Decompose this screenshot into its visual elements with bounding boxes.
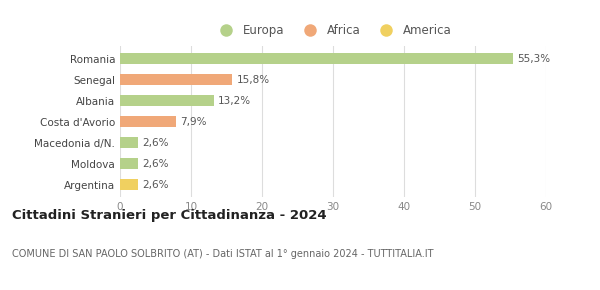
Text: 2,6%: 2,6% xyxy=(143,138,169,148)
Bar xyxy=(120,158,139,169)
Legend: Europa, Africa, America: Europa, Africa, America xyxy=(209,19,457,41)
Text: 2,6%: 2,6% xyxy=(143,159,169,169)
Text: 15,8%: 15,8% xyxy=(236,75,269,85)
Text: 7,9%: 7,9% xyxy=(181,117,207,127)
Bar xyxy=(120,137,139,148)
Text: 13,2%: 13,2% xyxy=(218,96,251,106)
Text: Cittadini Stranieri per Cittadinanza - 2024: Cittadini Stranieri per Cittadinanza - 2… xyxy=(12,209,326,222)
Bar xyxy=(120,116,176,127)
Bar xyxy=(120,53,512,64)
Text: 2,6%: 2,6% xyxy=(143,180,169,190)
Text: 55,3%: 55,3% xyxy=(517,54,550,64)
Text: COMUNE DI SAN PAOLO SOLBRITO (AT) - Dati ISTAT al 1° gennaio 2024 - TUTTITALIA.I: COMUNE DI SAN PAOLO SOLBRITO (AT) - Dati… xyxy=(12,249,433,259)
Bar xyxy=(120,180,139,190)
Bar xyxy=(120,74,232,85)
Bar xyxy=(120,95,214,106)
